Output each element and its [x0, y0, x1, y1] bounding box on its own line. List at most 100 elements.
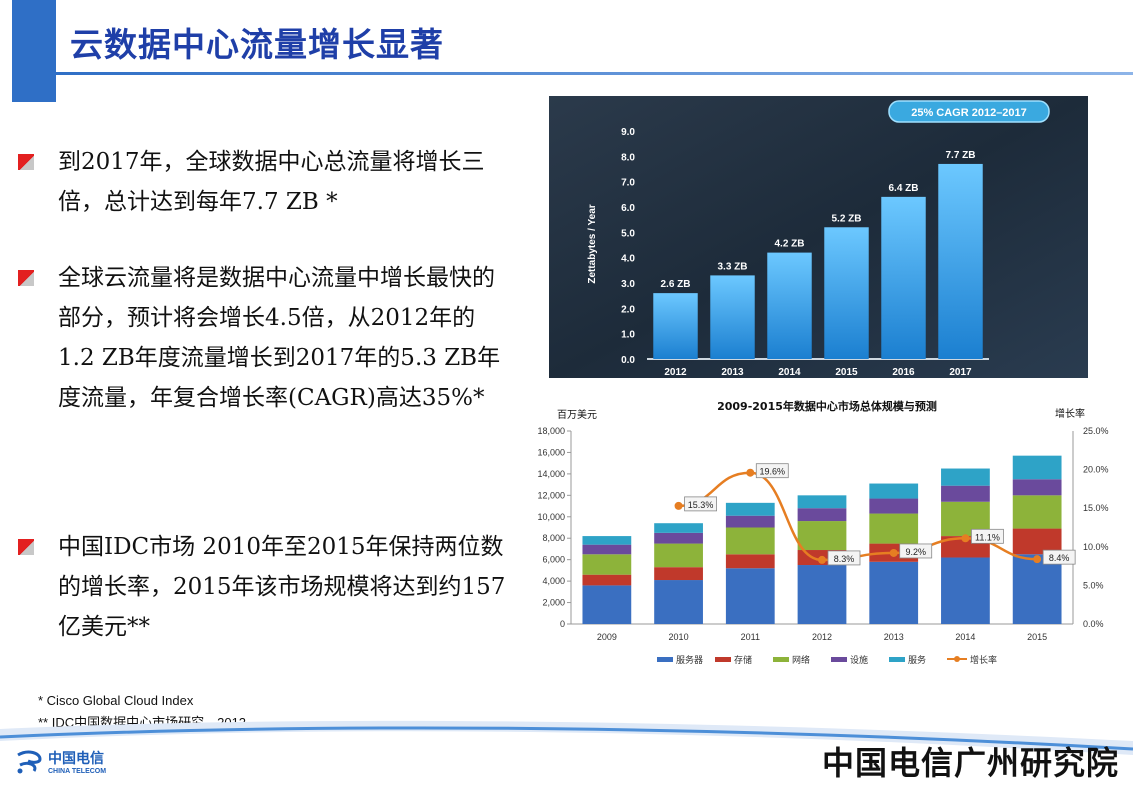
- chart2-ytick: 14,000: [537, 469, 565, 479]
- chart2-bar-segment: [1012, 554, 1062, 624]
- brand-signature: 中国电信广州研究院: [821, 744, 1119, 782]
- chart1-data-label: 3.3 ZB: [717, 261, 747, 272]
- legend-swatch: [831, 657, 847, 662]
- chart2-xtick: 2014: [955, 632, 975, 642]
- chart1-bar: [824, 227, 869, 359]
- chart2-bar-segment: [725, 568, 775, 624]
- chart1-bar: [710, 275, 755, 359]
- chart2-bar-segment: [941, 557, 990, 624]
- chart2-bar-segment: [1012, 495, 1062, 529]
- chart1-ytick: 2.0: [621, 304, 635, 315]
- traffic-chart: 0.0 1.0 2.0 3.0 4.0 5.0 6.0 7.0 8.0 9.0 2.6 ZB 201…: [549, 96, 1088, 378]
- chart2-bar-segment: [869, 483, 919, 499]
- chart2-bar-segment: [725, 554, 775, 569]
- chart2-xtick: 2015: [1027, 632, 1047, 642]
- legend-label: 服务器: [676, 654, 703, 666]
- cagr-badge: [888, 100, 1050, 123]
- chart2-bar-segment: [941, 485, 990, 502]
- china-telecom-logo: 中国电信 CHINA TELECOM: [14, 748, 106, 775]
- chart2-bar-segment: [654, 523, 703, 533]
- chart1-xtick: 2015: [835, 367, 858, 378]
- bullet-text-2: 全球云流量将是数据中心流量中增长最快的部分，预计将会增长4.5倍，从2012年的…: [58, 265, 501, 411]
- telecom-swirl-icon: [17, 750, 42, 773]
- bullet-icon: [18, 154, 34, 170]
- chart2-bar-segment: [654, 532, 703, 544]
- chart2-growth-point: [1033, 555, 1042, 564]
- chart2-ytick: 0: [560, 619, 565, 629]
- legend-label: 网络: [792, 654, 810, 666]
- chart2-ytick: 4,000: [542, 576, 565, 586]
- chart2-y2tick: 0.0%: [1083, 619, 1104, 629]
- footnote-1: * Cisco Global Cloud Index: [38, 693, 194, 708]
- chart2-ytick: 2,000: [542, 598, 565, 608]
- chart1-bar: [938, 163, 983, 359]
- chart1-ytick: 1.0: [621, 330, 635, 341]
- legend-swatch: [889, 657, 905, 662]
- chart1-data-label: 6.4 ZB: [888, 183, 918, 194]
- bullet-icon: [18, 270, 34, 286]
- chart2-growth-point: [961, 534, 970, 543]
- chart1-ytick: 7.0: [621, 178, 635, 189]
- chart2-xtick: 2010: [669, 632, 689, 642]
- chart2-bar-segment: [654, 567, 703, 581]
- chart2-bar-segment: [797, 495, 847, 509]
- chart2-y2tick: 20.0%: [1083, 465, 1109, 475]
- legend-swatch: [657, 657, 673, 662]
- chart2-growth-point: [674, 501, 683, 510]
- chart1-xtick: 2016: [892, 367, 915, 378]
- chart1-xtick: 2013: [721, 367, 744, 378]
- bullet-text-1: 到2017年，全球数据中心总流量将增长三倍，总计达到每年7.7 ZB *: [58, 149, 485, 215]
- chart2-bar-segment: [582, 585, 632, 624]
- chart2-ylabel: 百万美元: [557, 408, 597, 421]
- legend-swatch: [715, 657, 731, 662]
- chart2-bar-segment: [582, 574, 632, 586]
- chart2-growth-point: [889, 548, 898, 557]
- chart2-bar-segment: [725, 515, 775, 528]
- bullet-text-3: 中国IDC市场 2010年至2015年保持两位数的增长率，2015年该市场规模将…: [58, 534, 506, 640]
- chart1-ytick: 9.0: [621, 127, 635, 138]
- chart1-xtick: 2017: [949, 367, 972, 378]
- chart2-y2tick: 15.0%: [1083, 503, 1109, 513]
- chart1-xtick: 2014: [778, 367, 801, 378]
- chart2-ytick: 18,000: [537, 426, 565, 436]
- chart2-xtick: 2013: [884, 632, 904, 642]
- chart2-bar-segment: [797, 565, 847, 624]
- chart2-ytick: 12,000: [537, 490, 565, 500]
- chart2-xtick: 2009: [597, 632, 617, 642]
- chart1-xtick: 2012: [664, 367, 687, 378]
- chart2-ytick: 16,000: [537, 447, 565, 457]
- bullet-icon: [18, 539, 34, 555]
- chart2-y2tick: 10.0%: [1083, 542, 1109, 552]
- chart2-bar-segment: [582, 536, 632, 545]
- market-chart: 2009-2015年数据中心市场总体规模与预测 百万美元 增长率 0 2,000 4…: [537, 399, 1109, 666]
- chart2-growth-label: 8.4%: [1049, 553, 1070, 563]
- chart2-growth-label: 19.6%: [760, 467, 786, 477]
- chart1-ytick: 6.0: [621, 203, 635, 214]
- chart1-data-label: 7.7 ZB: [945, 150, 975, 161]
- chart2-xtick: 2012: [812, 632, 832, 642]
- chart1-ytick: 8.0: [621, 152, 635, 163]
- chart2-growth-label: 11.1%: [975, 532, 1000, 542]
- chart2-growth-label: 15.3%: [688, 500, 714, 510]
- chart2-growth-label: 8.3%: [834, 554, 855, 564]
- page-title: 云数据中心流量增长显著: [70, 25, 444, 64]
- chart2-bar-segment: [941, 468, 990, 486]
- title-underline: [56, 72, 1133, 75]
- chart2-y2tick: 5.0%: [1083, 580, 1104, 590]
- chart1-ytick: 0.0: [621, 355, 635, 366]
- chart1-data-label: 4.2 ZB: [774, 239, 804, 250]
- chart1-ytick: 3.0: [621, 279, 635, 290]
- chart1-bar: [881, 196, 926, 359]
- chart2-bar-segment: [1012, 455, 1062, 480]
- chart1-data-label: 2.6 ZB: [660, 279, 690, 290]
- chart2-bar-segment: [869, 498, 919, 514]
- legend-label: 存储: [734, 654, 752, 666]
- chart2-ytick: 6,000: [542, 555, 565, 565]
- chart1-background: [549, 96, 1088, 378]
- chart2-bar-segment: [1012, 479, 1062, 496]
- legend-label: 设施: [850, 654, 868, 666]
- chart2-bar-segment: [654, 580, 703, 624]
- chart2-xtick: 2011: [741, 632, 760, 642]
- legend-label: 增长率: [970, 654, 997, 666]
- chart1-bar: [653, 293, 698, 359]
